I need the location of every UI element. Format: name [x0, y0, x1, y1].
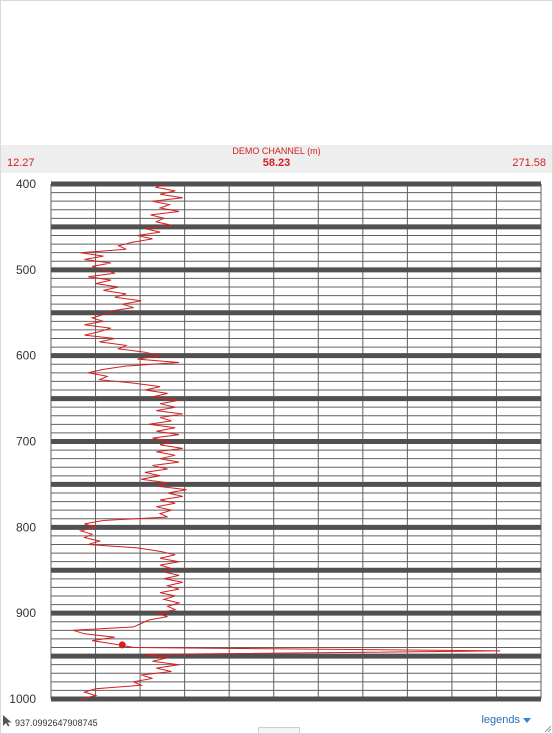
channel-title: DEMO CHANNEL (m) — [232, 146, 321, 156]
depth-tick-label: 1000 — [9, 692, 36, 706]
depth-tick-label: 400 — [16, 177, 36, 191]
channel-curve — [73, 183, 501, 700]
chevron-down-icon — [523, 717, 531, 723]
channel-current-value: 58.23 — [262, 157, 291, 169]
depth-tick-label: 500 — [16, 263, 36, 277]
legends-label: legends — [481, 714, 520, 726]
channel-max-label: 271.58 — [512, 157, 546, 169]
channel-min-label: 12.27 — [7, 157, 35, 169]
depth-tick-label: 700 — [16, 435, 36, 449]
depth-tick-label: 600 — [16, 349, 36, 363]
cursor-marker — [118, 641, 126, 649]
track-grid — [50, 181, 542, 702]
depth-tick-label: 800 — [16, 520, 36, 534]
cursor-depth-readout: 937.0992647908745 — [15, 718, 98, 728]
resize-handle-icon[interactable] — [544, 725, 552, 733]
channel-header — [1, 145, 552, 173]
depth-tick-label: 900 — [16, 606, 36, 620]
legends-toggle[interactable]: legends — [481, 714, 531, 726]
bottom-resize-grip[interactable] — [258, 727, 300, 733]
curve-layer — [73, 183, 501, 700]
depth-axis: 400 500 600 700 800 900 1000 — [9, 177, 36, 706]
pointer-cursor-icon — [3, 715, 12, 727]
